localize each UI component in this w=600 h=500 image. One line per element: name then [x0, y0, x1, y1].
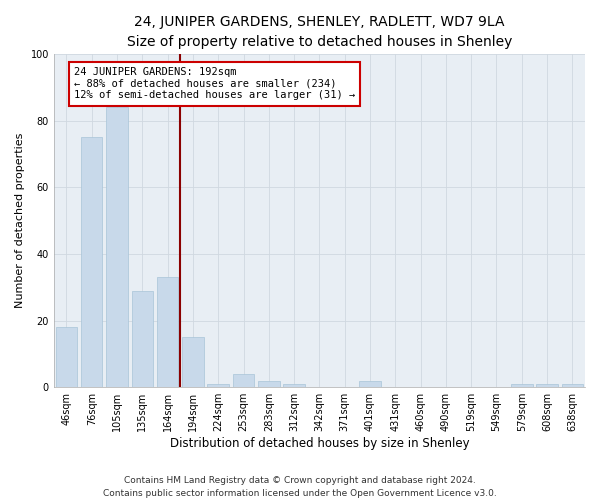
- Bar: [562, 384, 583, 387]
- Bar: [359, 380, 381, 387]
- Text: Contains HM Land Registry data © Crown copyright and database right 2024.
Contai: Contains HM Land Registry data © Crown c…: [103, 476, 497, 498]
- Bar: [182, 337, 203, 387]
- Text: 24 JUNIPER GARDENS: 192sqm
← 88% of detached houses are smaller (234)
12% of sem: 24 JUNIPER GARDENS: 192sqm ← 88% of deta…: [74, 67, 355, 100]
- Bar: [208, 384, 229, 387]
- X-axis label: Distribution of detached houses by size in Shenley: Distribution of detached houses by size …: [170, 437, 469, 450]
- Bar: [258, 380, 280, 387]
- Bar: [81, 137, 103, 387]
- Bar: [106, 107, 128, 387]
- Bar: [56, 327, 77, 387]
- Bar: [157, 277, 178, 387]
- Bar: [233, 374, 254, 387]
- Bar: [131, 290, 153, 387]
- Y-axis label: Number of detached properties: Number of detached properties: [15, 133, 25, 308]
- Title: 24, JUNIPER GARDENS, SHENLEY, RADLETT, WD7 9LA
Size of property relative to deta: 24, JUNIPER GARDENS, SHENLEY, RADLETT, W…: [127, 15, 512, 48]
- Bar: [283, 384, 305, 387]
- Bar: [536, 384, 558, 387]
- Bar: [511, 384, 533, 387]
